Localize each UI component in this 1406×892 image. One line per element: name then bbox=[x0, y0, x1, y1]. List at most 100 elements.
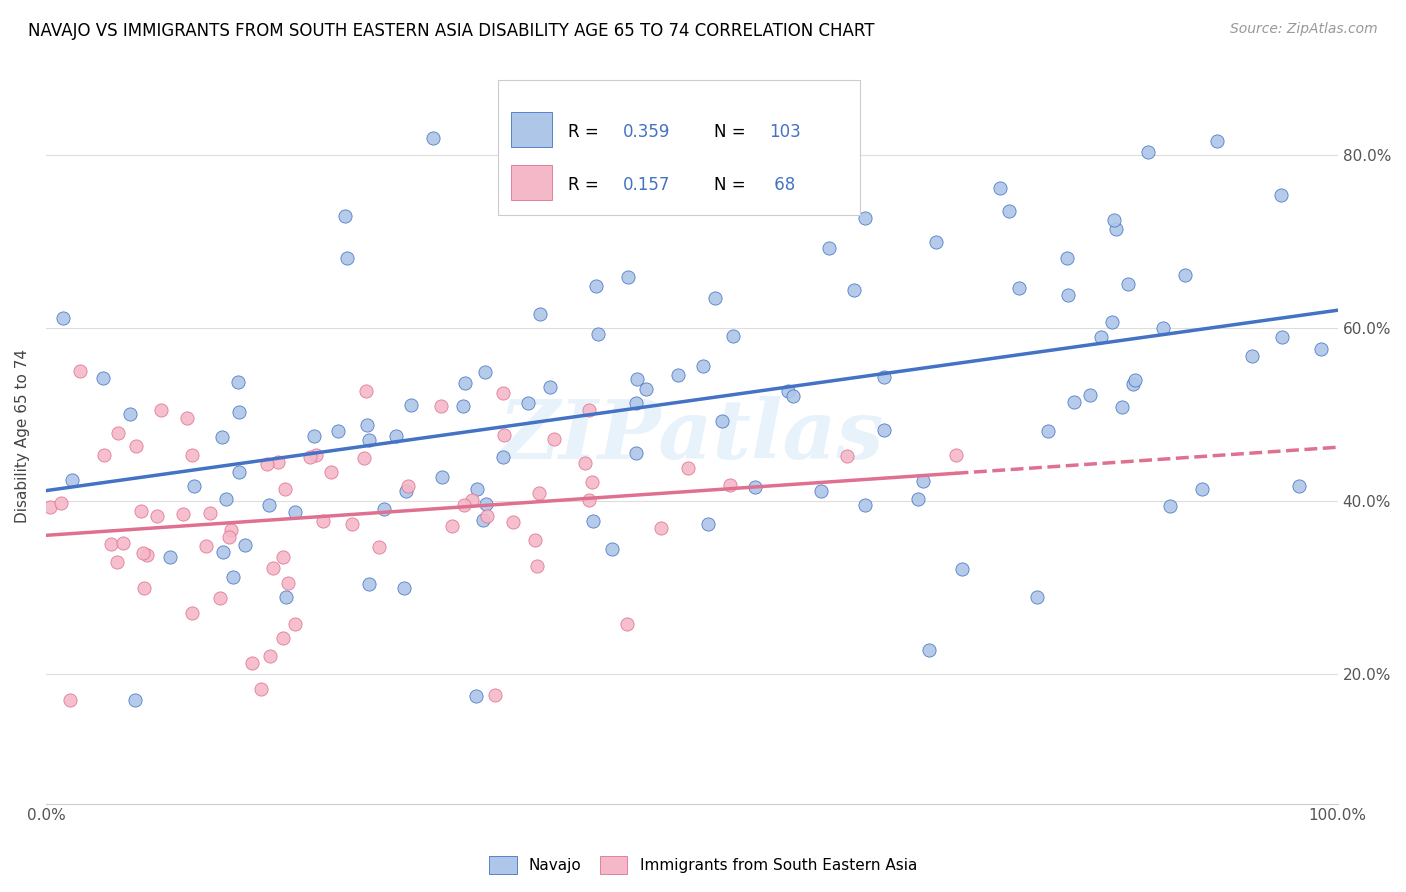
Text: NAVAJO VS IMMIGRANTS FROM SOUTH EASTERN ASIA DISABILITY AGE 65 TO 74 CORRELATION: NAVAJO VS IMMIGRANTS FROM SOUTH EASTERN … bbox=[28, 22, 875, 40]
Point bbox=[235, 538, 257, 552]
Point bbox=[517, 396, 540, 410]
Point bbox=[779, 139, 801, 153]
Point bbox=[666, 368, 689, 382]
Point bbox=[385, 429, 408, 443]
Point bbox=[475, 497, 498, 511]
Point bbox=[107, 426, 129, 441]
Point bbox=[538, 380, 561, 394]
Point bbox=[600, 542, 623, 557]
Point bbox=[1111, 400, 1133, 414]
Point bbox=[312, 514, 335, 528]
Point bbox=[582, 514, 605, 528]
Point bbox=[925, 235, 948, 249]
Point bbox=[776, 384, 799, 398]
Point bbox=[1116, 277, 1139, 291]
FancyBboxPatch shape bbox=[498, 79, 859, 215]
Text: Source: ZipAtlas.com: Source: ZipAtlas.com bbox=[1230, 22, 1378, 37]
Point bbox=[209, 591, 232, 606]
Text: R =: R = bbox=[568, 177, 603, 194]
Point bbox=[1105, 222, 1128, 236]
Point bbox=[998, 203, 1021, 218]
Point bbox=[368, 540, 391, 554]
Point bbox=[271, 631, 294, 645]
Point bbox=[475, 508, 498, 523]
Point bbox=[125, 439, 148, 453]
Point bbox=[250, 682, 273, 697]
Point bbox=[502, 515, 524, 529]
Point bbox=[543, 432, 565, 446]
Point bbox=[945, 448, 967, 462]
Point bbox=[718, 478, 741, 492]
Point bbox=[1159, 499, 1181, 513]
Point bbox=[1056, 251, 1078, 265]
Point bbox=[240, 656, 263, 670]
Point bbox=[706, 166, 728, 180]
Point bbox=[59, 693, 82, 707]
Point bbox=[395, 484, 418, 499]
Point bbox=[226, 376, 249, 390]
Point bbox=[529, 307, 551, 321]
Point bbox=[617, 270, 640, 285]
Point bbox=[274, 483, 297, 497]
Point bbox=[118, 407, 141, 421]
Point bbox=[218, 530, 240, 544]
Point bbox=[634, 383, 657, 397]
Point bbox=[357, 577, 380, 591]
Point bbox=[422, 130, 444, 145]
Point bbox=[132, 581, 155, 595]
Point bbox=[1104, 212, 1126, 227]
Text: N =: N = bbox=[714, 123, 751, 142]
Point bbox=[373, 501, 395, 516]
Point bbox=[302, 429, 325, 443]
Point bbox=[1206, 135, 1229, 149]
Bar bbox=[510, 112, 553, 147]
Point bbox=[305, 448, 328, 462]
Point bbox=[453, 498, 475, 512]
Text: R =: R = bbox=[568, 123, 603, 142]
Point bbox=[1038, 425, 1060, 439]
Point bbox=[259, 648, 281, 663]
Point bbox=[277, 575, 299, 590]
Point bbox=[474, 365, 496, 379]
Point bbox=[650, 521, 672, 535]
Text: 0.157: 0.157 bbox=[623, 177, 671, 194]
Point bbox=[616, 617, 638, 632]
Point bbox=[131, 503, 153, 517]
Point bbox=[176, 411, 198, 425]
Y-axis label: Disability Age 65 to 74: Disability Age 65 to 74 bbox=[15, 349, 30, 523]
Point bbox=[1057, 288, 1080, 302]
Point bbox=[721, 329, 744, 343]
Point bbox=[93, 448, 115, 462]
Point bbox=[624, 396, 647, 410]
Point bbox=[299, 450, 322, 464]
Point bbox=[111, 536, 134, 550]
Point bbox=[1174, 268, 1197, 282]
Point bbox=[711, 414, 734, 428]
Point bbox=[1288, 479, 1310, 493]
Point bbox=[172, 508, 194, 522]
Point bbox=[256, 457, 278, 471]
Point bbox=[131, 546, 153, 560]
Point bbox=[578, 493, 600, 508]
Point bbox=[697, 517, 720, 532]
Point bbox=[676, 460, 699, 475]
Point bbox=[853, 498, 876, 512]
Point bbox=[159, 549, 181, 564]
Point bbox=[195, 540, 218, 554]
Point bbox=[228, 465, 250, 479]
Point bbox=[52, 310, 75, 325]
Point bbox=[333, 209, 356, 223]
Text: 103: 103 bbox=[769, 123, 801, 142]
Point bbox=[911, 474, 934, 488]
Bar bbox=[510, 165, 553, 200]
Point bbox=[526, 559, 548, 574]
Point bbox=[353, 450, 375, 465]
Point bbox=[267, 455, 290, 469]
Point bbox=[626, 372, 648, 386]
Text: N =: N = bbox=[714, 177, 751, 194]
Point bbox=[492, 385, 515, 400]
Point bbox=[817, 241, 839, 255]
Point bbox=[430, 469, 453, 483]
Point bbox=[1191, 482, 1213, 496]
Point bbox=[69, 364, 91, 378]
